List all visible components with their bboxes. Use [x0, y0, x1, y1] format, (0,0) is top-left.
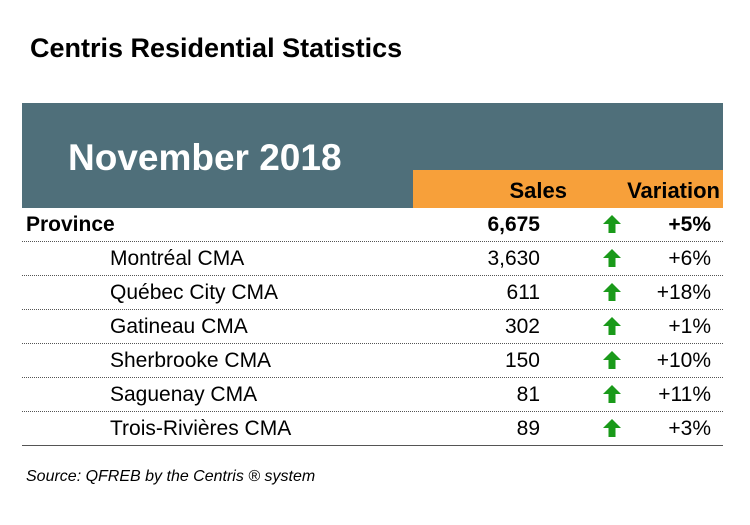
row-name: Saguenay CMA [110, 383, 258, 406]
table-row: Montréal CMA 3,630 +6% [22, 242, 723, 276]
table-row-province: Province 6,675 +5% [22, 208, 723, 242]
row-variation: +18% [656, 281, 711, 304]
row-variation: +5% [668, 213, 711, 236]
table-row: Gatineau CMA 302 +1% [22, 310, 723, 344]
arrow-up-icon [603, 351, 621, 369]
row-sales: 611 [506, 281, 540, 304]
table-row: Québec City CMA 611 +18% [22, 276, 723, 310]
row-name: Province [26, 213, 115, 236]
sales-column-header: Sales [509, 178, 568, 203]
row-name: Québec City CMA [110, 281, 279, 304]
page-title: Centris Residential Statistics [30, 33, 403, 63]
row-variation: +3% [668, 417, 711, 440]
row-variation: +1% [668, 315, 711, 338]
table-header-banner: November 2018 [22, 103, 723, 208]
row-sales: 3,630 [487, 247, 540, 270]
table-row: Saguenay CMA 81 +11% [22, 378, 723, 412]
row-variation: +10% [656, 349, 711, 372]
row-name: Trois-Rivières CMA [110, 417, 292, 440]
arrow-up-icon [603, 283, 621, 301]
row-sales: 150 [504, 349, 540, 372]
row-variation: +6% [668, 247, 711, 270]
source-note: Source: QFREB by the Centris ® system [26, 468, 316, 485]
row-name: Sherbrooke CMA [110, 349, 272, 372]
row-name: Gatineau CMA [110, 315, 248, 338]
row-sales: 89 [516, 417, 540, 440]
period-label: November 2018 [68, 137, 342, 178]
row-sales: 81 [516, 383, 540, 406]
table-row: Sherbrooke CMA 150 +10% [22, 344, 723, 378]
arrow-up-icon [603, 419, 621, 437]
row-variation: +11% [658, 383, 711, 406]
column-header-bar [413, 170, 723, 208]
arrow-up-icon [603, 249, 621, 267]
arrow-up-icon [603, 317, 621, 335]
row-name: Montréal CMA [110, 247, 245, 270]
variation-column-header: Variation [627, 178, 720, 203]
row-sales: 302 [504, 315, 540, 338]
table-row: Trois-Rivières CMA 89 +3% [22, 412, 723, 446]
arrow-up-icon [603, 385, 621, 403]
arrow-up-icon [603, 215, 621, 233]
row-sales: 6,675 [487, 213, 540, 236]
